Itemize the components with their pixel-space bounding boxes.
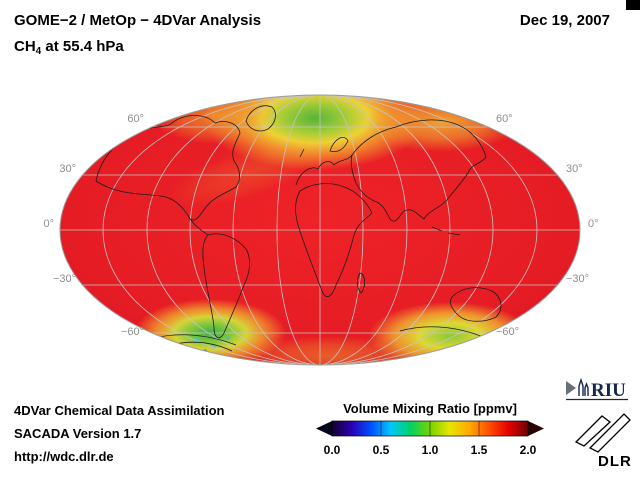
colorbar-tick-marks: [380, 421, 480, 436]
lat-label-right-0: 0°: [588, 218, 599, 230]
riu-triangle-icon: [566, 381, 576, 395]
footer-line-version: SACADA Version 1.7: [14, 426, 142, 441]
formula-suffix: at 55.4 hPa: [41, 38, 124, 55]
lat-label-left-m60: −60°: [120, 326, 144, 338]
colorbar-title: Volume Mixing Ratio [ppmv]: [343, 401, 517, 416]
riu-logo: RIU: [566, 377, 628, 401]
formula-subscript: 4: [35, 46, 42, 57]
lat-label-right-60: 60°: [496, 113, 513, 125]
dlr-wings-icon: [574, 413, 631, 453]
date-label: Dec 19, 2007: [519, 12, 610, 29]
colorbar-right-arrow: [528, 421, 544, 436]
colorbar-tick-4: 2.0: [519, 443, 537, 457]
lat-label-left-0: 0°: [43, 218, 54, 230]
footer-line-assimilation: 4DVar Chemical Data Assimilation: [14, 403, 225, 418]
riu-cathedral-icon: [578, 377, 589, 396]
colorbar: [316, 420, 544, 437]
colorbar-tick-3: 1.5: [470, 443, 488, 457]
colorbar-tick-1: 0.5: [372, 443, 390, 457]
page-subtitle: CH4 at 55.4 hPa: [14, 38, 124, 57]
formula-prefix: CH: [14, 38, 36, 55]
lat-label-right-m60: −60°: [496, 326, 520, 338]
lat-label-right-m30: −30°: [566, 273, 590, 285]
colorbar-tick-0: 0.0: [323, 443, 341, 457]
riu-logo-text: RIU: [591, 380, 626, 401]
dlr-logo-text: DLR: [598, 453, 632, 470]
lat-label-left-30: 30°: [59, 163, 76, 175]
colorbar-tick-2: 1.0: [421, 443, 439, 457]
lat-label-left-60: 60°: [127, 113, 144, 125]
page-title: GOME−2 / MetOp − 4DVar Analysis: [14, 12, 262, 29]
corner-mark: [626, 0, 640, 10]
lat-label-left-m30: −30°: [52, 273, 76, 285]
colorbar-left-arrow: [316, 421, 332, 436]
lat-label-right-30: 30°: [566, 163, 583, 175]
map-boundary: [59, 94, 581, 366]
dlr-logo: DLR: [574, 413, 632, 470]
continent-outlines: [95, 105, 527, 352]
footer-line-url: http://wdc.dlr.de: [14, 449, 114, 464]
